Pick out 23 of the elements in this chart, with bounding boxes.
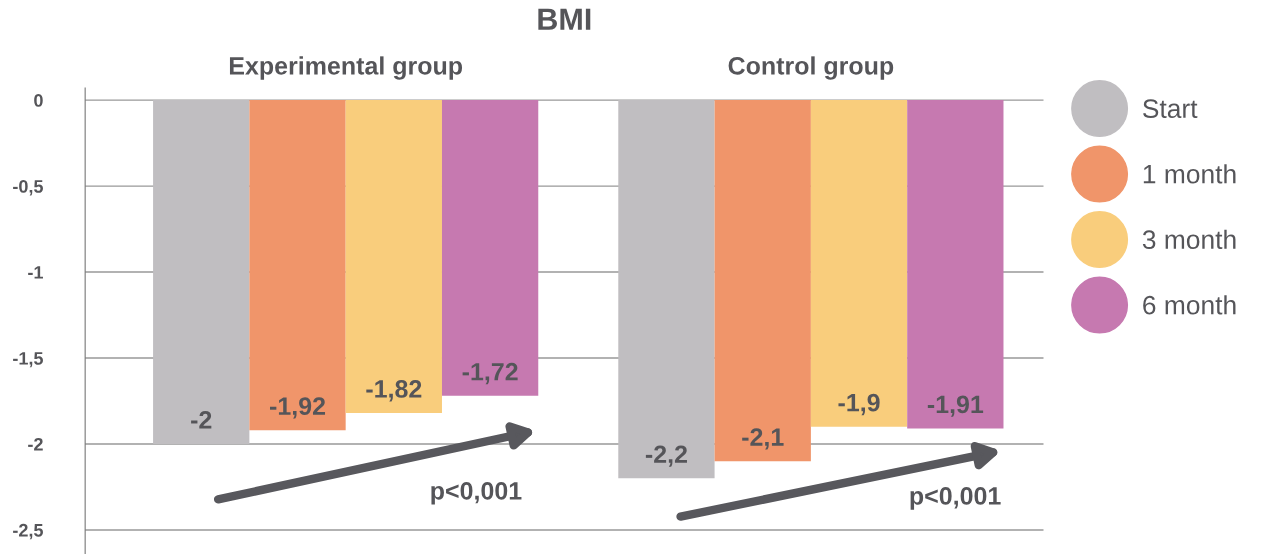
y-tick-label: -1,5 — [13, 352, 43, 368]
legend-label: Start — [1143, 99, 1198, 119]
data-label: -2 — [191, 411, 212, 429]
data-label: -1,92 — [270, 397, 326, 419]
data-label: -1,82 — [366, 380, 422, 402]
x-tick-label: Experimental group — [229, 56, 463, 80]
y-tick-label: -0,5 — [13, 180, 43, 196]
chart-title: BMI — [538, 8, 591, 30]
data-label: -1,9 — [838, 393, 880, 416]
legend-label: 3 month — [1142, 229, 1236, 250]
legend-label: 6 month — [1143, 295, 1236, 315]
data-label: -2,2 — [645, 445, 687, 467]
annotation: p<0,001 — [910, 487, 1001, 510]
y-tick-label: -1 — [28, 266, 43, 279]
legend-label: 1 month — [1143, 164, 1236, 184]
y-tick-label: -2 — [28, 437, 43, 451]
y-tick-label: 0 — [34, 94, 43, 107]
annotation: p<0,001 — [431, 481, 522, 505]
x-tick-label: Control group — [728, 56, 894, 80]
data-label: -2,1 — [742, 428, 784, 450]
data-label: -1,91 — [927, 395, 984, 417]
y-tick-label: -2,5 — [13, 523, 43, 540]
data-label: -1,72 — [462, 362, 518, 385]
